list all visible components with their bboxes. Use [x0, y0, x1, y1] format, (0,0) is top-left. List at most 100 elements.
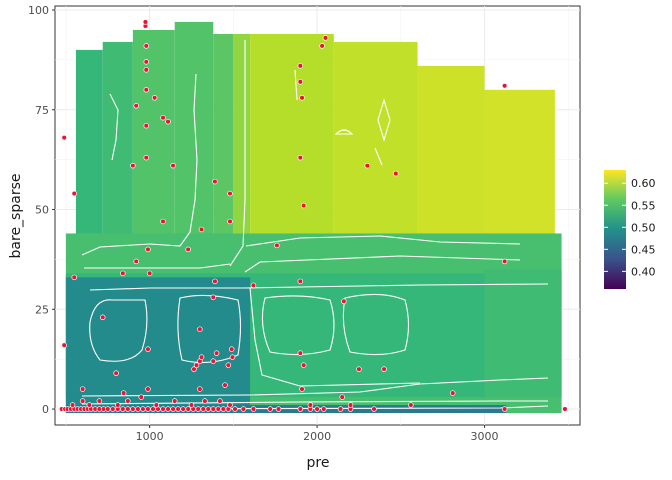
- data-point: [142, 19, 149, 25]
- data-point: [160, 218, 166, 225]
- data-point: [232, 406, 238, 412]
- legend-colorbar: [604, 170, 626, 289]
- data-point: [171, 398, 178, 404]
- contour-line: [89, 283, 549, 291]
- data-point: [364, 162, 371, 169]
- data-point: [300, 202, 307, 209]
- data-point: [200, 406, 206, 412]
- data-point: [175, 406, 181, 412]
- data-point: [130, 162, 136, 169]
- data-point: [146, 270, 153, 277]
- y-tick-label: 25: [35, 303, 49, 316]
- data-point: [197, 326, 203, 332]
- y-axis-title: bare_sparse: [8, 174, 24, 259]
- contour-line: [89, 299, 148, 362]
- heatmap-tiles: [65, 21, 562, 414]
- data-point: [130, 406, 136, 412]
- data-point: [356, 366, 362, 372]
- data-point: [143, 154, 150, 161]
- data-point: [297, 63, 304, 69]
- contour-line: [244, 255, 521, 273]
- data-point: [133, 103, 139, 109]
- data-point: [381, 366, 387, 372]
- contour-line: [294, 69, 298, 101]
- color-legend: 0.40 0.45 0.50 0.55 0.60: [604, 170, 656, 289]
- data-point: [170, 406, 176, 412]
- data-point: [110, 406, 116, 412]
- data-points: [58, 19, 568, 412]
- data-point: [185, 246, 191, 253]
- data-point: [210, 406, 217, 412]
- y-tick-label: 50: [35, 204, 49, 217]
- x-tick-label: 3000: [471, 430, 499, 443]
- data-point: [125, 406, 131, 412]
- data-point: [393, 170, 399, 177]
- data-point: [79, 398, 86, 404]
- contour-line: [334, 129, 354, 135]
- data-point: [193, 362, 200, 368]
- data-point: [501, 406, 508, 412]
- data-point: [300, 362, 307, 368]
- data-point: [160, 406, 166, 412]
- data-point: [205, 406, 211, 412]
- data-point: [143, 122, 150, 129]
- data-point: [71, 190, 78, 197]
- data-point: [227, 402, 233, 408]
- data-point: [143, 87, 150, 93]
- data-point: [250, 282, 257, 289]
- data-point: [120, 406, 126, 412]
- contour-line: [342, 293, 410, 356]
- contour-line: [261, 295, 335, 356]
- data-point: [120, 390, 127, 396]
- data-point: [217, 398, 223, 404]
- legend-label: 0.55: [631, 199, 656, 212]
- data-point: [71, 274, 78, 281]
- data-point: [145, 386, 151, 392]
- data-point: [153, 402, 160, 408]
- contour-line: [249, 287, 421, 387]
- data-point: [198, 354, 205, 360]
- data-point: [143, 59, 150, 65]
- heatmap-tile: [65, 277, 251, 414]
- data-point: [341, 298, 347, 305]
- data-point: [212, 278, 218, 285]
- data-point: [322, 35, 329, 41]
- data-point: [115, 402, 121, 408]
- data-point: [197, 386, 203, 392]
- data-point: [501, 258, 508, 265]
- heatmap-tile: [484, 269, 562, 398]
- contour-line: [81, 73, 198, 256]
- data-point: [501, 83, 508, 89]
- data-point: [99, 314, 106, 321]
- legend-label: 0.45: [631, 243, 656, 256]
- data-point: [125, 398, 131, 404]
- data-point: [140, 406, 146, 412]
- data-point: [150, 406, 156, 412]
- contour-line: [229, 40, 246, 267]
- data-point: [337, 406, 344, 412]
- data-point: [319, 43, 325, 49]
- data-point: [160, 114, 166, 121]
- data-point: [408, 402, 414, 408]
- data-point: [267, 406, 273, 412]
- legend-label: 0.50: [631, 221, 656, 234]
- data-point: [222, 382, 228, 388]
- data-point: [227, 190, 233, 197]
- data-point: [61, 342, 67, 348]
- data-point: [297, 350, 304, 356]
- data-point: [188, 402, 195, 408]
- data-point: [229, 354, 236, 360]
- data-point: [307, 402, 314, 408]
- data-point: [185, 406, 191, 412]
- data-point: [96, 398, 103, 404]
- data-point: [227, 218, 233, 225]
- data-point: [105, 406, 111, 412]
- data-point: [297, 79, 304, 85]
- data-point: [133, 258, 139, 265]
- data-point: [145, 246, 151, 253]
- data-point: [86, 402, 93, 408]
- data-point: [143, 43, 150, 49]
- data-point: [170, 162, 176, 169]
- data-point: [191, 366, 197, 372]
- data-point: [113, 370, 119, 376]
